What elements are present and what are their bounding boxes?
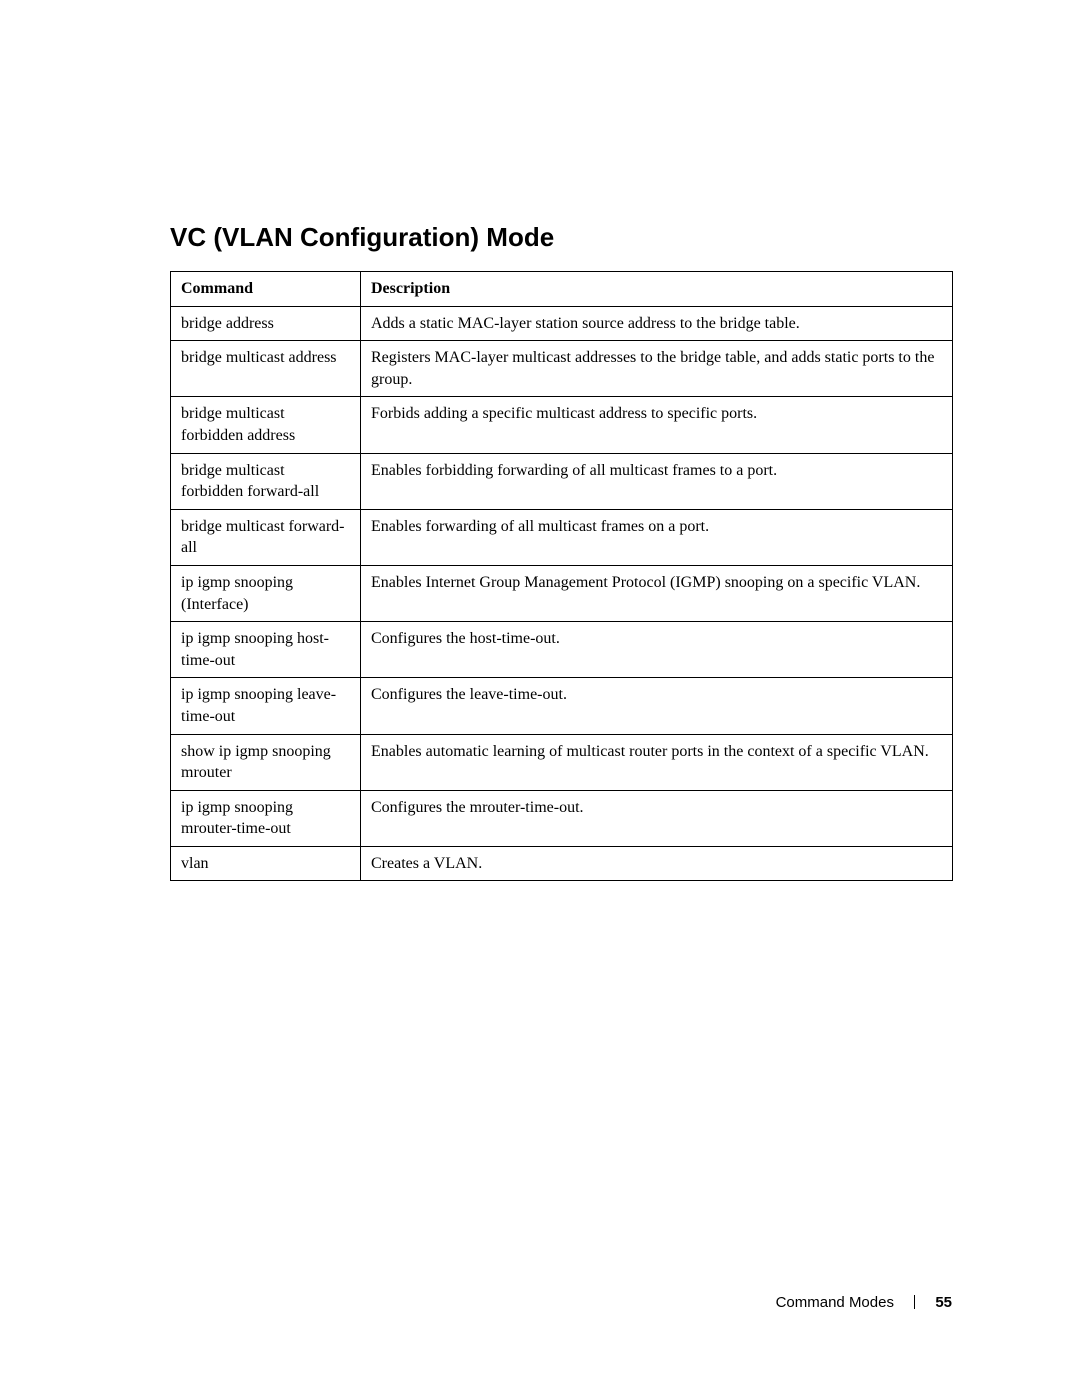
cell-description: Registers MAC-layer multicast addresses …: [361, 341, 953, 397]
table-row: bridge multicast forbidden address Forbi…: [171, 397, 953, 453]
cell-command: vlan: [171, 846, 361, 881]
table-row: vlan Creates a VLAN.: [171, 846, 953, 881]
footer-section: Command Modes: [776, 1294, 894, 1311]
cell-command: bridge multicast address: [171, 341, 361, 397]
table-row: ip igmp snooping (Interface) Enables Int…: [171, 565, 953, 621]
header-description: Description: [361, 272, 953, 307]
cell-command: ip igmp snooping host-time-out: [171, 622, 361, 678]
table-header-row: Command Description: [171, 272, 953, 307]
cell-command: ip igmp snooping leave-time-out: [171, 678, 361, 734]
table-row: bridge address Adds a static MAC-layer s…: [171, 306, 953, 341]
cell-description: Configures the mrouter-time-out.: [361, 790, 953, 846]
cell-command: ip igmp snooping (Interface): [171, 565, 361, 621]
cell-description: Configures the leave-time-out.: [361, 678, 953, 734]
table-row: show ip igmp snooping mrouter Enables au…: [171, 734, 953, 790]
cell-command: bridge multicast forbidden address: [171, 397, 361, 453]
cell-description: Configures the host-time-out.: [361, 622, 953, 678]
table-row: bridge multicast address Registers MAC-l…: [171, 341, 953, 397]
table-row: bridge multicast forward-all Enables for…: [171, 509, 953, 565]
table-row: ip igmp snooping leave-time-out Configur…: [171, 678, 953, 734]
cell-description: Enables Internet Group Management Protoc…: [361, 565, 953, 621]
table-row: ip igmp snooping host-time-out Configure…: [171, 622, 953, 678]
cell-description: Enables forbidding forwarding of all mul…: [361, 453, 953, 509]
cell-command: bridge address: [171, 306, 361, 341]
cell-description: Enables forwarding of all multicast fram…: [361, 509, 953, 565]
cell-command: ip igmp snooping mrouter-time-out: [171, 790, 361, 846]
cell-description: Creates a VLAN.: [361, 846, 953, 881]
cell-description: Adds a static MAC-layer station source a…: [361, 306, 953, 341]
table-row: ip igmp snooping mrouter-time-out Config…: [171, 790, 953, 846]
footer-separator: [914, 1295, 915, 1309]
footer-page-number: 55: [935, 1294, 952, 1311]
cell-command: bridge multicast forbidden forward-all: [171, 453, 361, 509]
cell-command: show ip igmp snooping mrouter: [171, 734, 361, 790]
command-table: Command Description bridge address Adds …: [170, 271, 953, 881]
header-command: Command: [171, 272, 361, 307]
document-page: VC (VLAN Configuration) Mode Command Des…: [0, 0, 1080, 1397]
page-title: VC (VLAN Configuration) Mode: [170, 222, 952, 253]
cell-command: bridge multicast forward-all: [171, 509, 361, 565]
page-footer: Command Modes 55: [776, 1294, 952, 1311]
table-row: bridge multicast forbidden forward-all E…: [171, 453, 953, 509]
cell-description: Enables automatic learning of multicast …: [361, 734, 953, 790]
cell-description: Forbids adding a specific multicast addr…: [361, 397, 953, 453]
table-body: bridge address Adds a static MAC-layer s…: [171, 306, 953, 881]
